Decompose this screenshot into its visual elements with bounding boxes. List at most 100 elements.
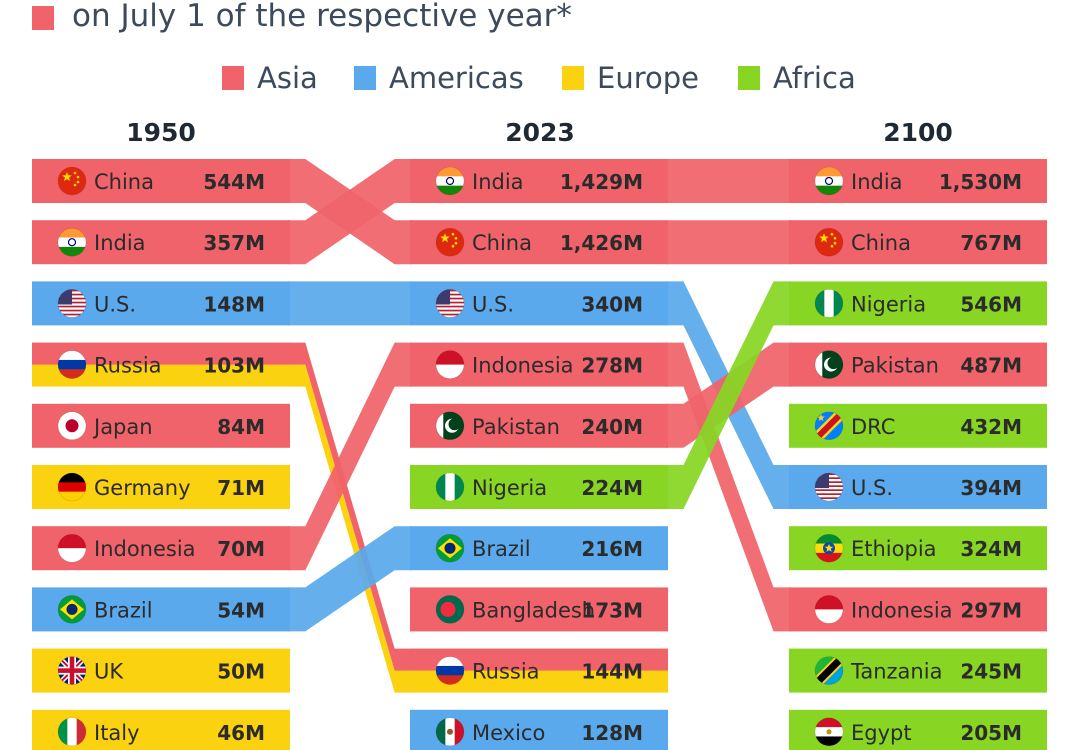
bar-2023-u-s: U.S. 340M xyxy=(410,281,668,326)
china-flag-icon xyxy=(57,166,87,196)
value-label: 546M xyxy=(960,292,1022,316)
bar-2100-u-s: U.S. 394M xyxy=(789,465,1047,509)
country-label: Mexico xyxy=(472,721,545,745)
value-label: 1,530M xyxy=(939,170,1022,194)
ribbon-band xyxy=(288,281,412,326)
bar-1950-u-s: U.S. 148M xyxy=(32,281,290,326)
nigeria-flag-icon xyxy=(435,472,465,502)
bar-1950-china: China 544M xyxy=(32,159,290,203)
bar-2100-india: India 1,530M xyxy=(789,159,1047,203)
value-label: 46M xyxy=(217,721,265,745)
value-label: 103M xyxy=(203,354,265,378)
bar-2023-nigeria: Nigeria 224M xyxy=(410,465,668,509)
subtitle-marker xyxy=(32,6,54,30)
value-label: 487M xyxy=(960,354,1022,378)
value-label: 278M xyxy=(581,354,643,378)
brazil-flag-icon xyxy=(57,595,87,624)
value-label: 357M xyxy=(203,231,265,255)
country-label: Bangladesh xyxy=(472,598,595,622)
ribbon-nigeria-2023-2100 xyxy=(666,281,791,509)
year-label-1950: 1950 xyxy=(126,118,196,147)
value-label: 324M xyxy=(960,537,1022,561)
pakistan-flag-icon xyxy=(814,350,844,379)
japan-flag-icon xyxy=(57,411,87,441)
ribbon-band xyxy=(288,526,412,632)
country-label: India xyxy=(94,231,146,255)
value-label: 128M xyxy=(581,721,643,745)
country-label: Nigeria xyxy=(851,292,926,316)
bar-2100-egypt: Egypt 205M xyxy=(789,709,1047,750)
bar-2023-russia: Russia 144M xyxy=(410,648,668,693)
country-label: China xyxy=(851,231,911,255)
us-flag-icon xyxy=(435,289,465,318)
ribbon-band-europe xyxy=(288,364,412,693)
uk-flag-icon xyxy=(57,656,87,685)
country-label: Ethiopia xyxy=(851,537,937,561)
china-flag-icon xyxy=(435,227,465,257)
country-label: China xyxy=(94,170,154,194)
value-label: 205M xyxy=(960,721,1022,745)
chart-subtitle: on July 1 of the respective year* xyxy=(72,0,572,34)
bangladesh-flag-icon xyxy=(435,595,465,624)
value-label: 297M xyxy=(960,598,1022,622)
ribbons xyxy=(288,159,791,693)
value-label: 224M xyxy=(581,476,643,500)
india-flag-icon xyxy=(814,166,844,196)
germany-flag-icon xyxy=(57,472,87,502)
value-label: 767M xyxy=(960,231,1022,255)
ribbon-band xyxy=(288,342,412,571)
ribbon-russia-1950-2023 xyxy=(288,342,412,693)
country-label: Pakistan xyxy=(851,354,939,378)
ribbon-band xyxy=(666,159,791,203)
bar-2023-mexico: Mexico 128M xyxy=(410,709,668,750)
country-label: Indonesia xyxy=(472,354,574,378)
bar-fill-asia xyxy=(410,648,668,671)
bar-2100-nigeria: Nigeria 546M xyxy=(789,281,1047,326)
value-label: 50M xyxy=(217,660,265,684)
value-label: 1,426M xyxy=(560,231,643,255)
country-label: Nigeria xyxy=(472,476,547,500)
country-label: Brazil xyxy=(94,598,153,622)
legend-label-asia: Asia xyxy=(257,61,318,95)
country-label: Germany xyxy=(94,476,191,500)
bar-2100-pakistan: Pakistan 487M xyxy=(789,342,1047,387)
country-label: Tanzania xyxy=(850,660,942,684)
italy-flag-icon xyxy=(57,717,87,747)
value-label: 394M xyxy=(960,476,1022,500)
russia-flag-icon xyxy=(57,350,87,379)
value-label: 70M xyxy=(217,537,265,561)
country-label: UK xyxy=(94,660,124,684)
year-label-2100: 2100 xyxy=(883,118,953,147)
legend-item-africa: Africa xyxy=(738,58,856,98)
value-label: 173M xyxy=(581,598,643,622)
country-label: China xyxy=(472,231,532,255)
ribbon-band xyxy=(666,281,791,509)
bar-1950-brazil: Brazil 54M xyxy=(32,587,290,632)
value-label: 216M xyxy=(581,537,643,561)
egypt-flag-icon xyxy=(814,717,844,747)
bar-2100-drc: DRC 432M xyxy=(789,403,1047,448)
country-label: Russia xyxy=(94,354,162,378)
bar-fill-asia xyxy=(32,342,290,365)
value-label: 148M xyxy=(203,292,265,316)
ribbon-band xyxy=(666,220,791,265)
country-label: U.S. xyxy=(472,292,514,316)
bar-2023-brazil: Brazil 216M xyxy=(410,526,668,571)
legend-swatch-asia xyxy=(222,66,244,90)
country-label: India xyxy=(472,170,524,194)
subtitle-row: on July 1 of the respective year* xyxy=(0,0,1080,40)
ribbon-brazil-1950-2023 xyxy=(288,526,412,632)
legend-label-europe: Europe xyxy=(597,61,699,95)
country-label: Italy xyxy=(94,721,140,745)
legend-label-africa: Africa xyxy=(773,61,856,95)
mexico-flag-icon xyxy=(435,717,465,747)
country-label: U.S. xyxy=(851,476,893,500)
bar-1950-indonesia: Indonesia 70M xyxy=(32,526,290,571)
legend-swatch-americas xyxy=(354,66,376,90)
country-label: U.S. xyxy=(94,292,136,316)
bar-2023-pakistan: Pakistan 240M xyxy=(410,403,668,448)
bar-2100-china: China 767M xyxy=(789,220,1047,265)
country-label: Indonesia xyxy=(94,537,196,561)
